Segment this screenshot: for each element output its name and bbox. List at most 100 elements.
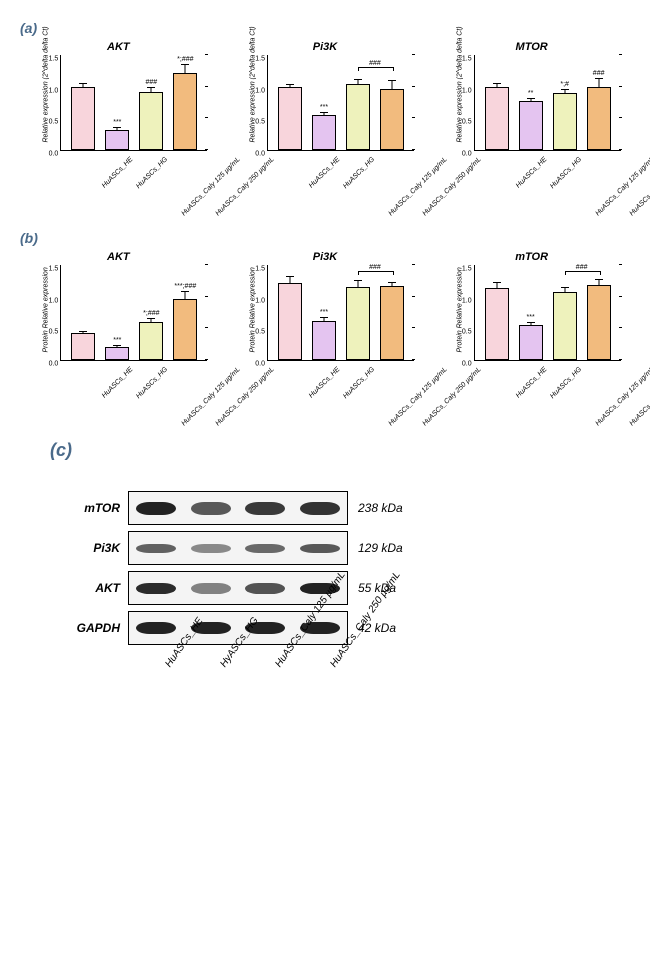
molecular-weight: 129 kDa	[348, 541, 403, 555]
blot-lanes	[128, 491, 348, 525]
chart-title: Pi3K	[313, 41, 337, 53]
bar	[485, 87, 509, 150]
y-axis-label: Protein Relative expression	[43, 272, 50, 352]
band	[300, 502, 340, 515]
significance-label: *;###	[143, 310, 159, 317]
y-tick-label: 0.0	[49, 361, 62, 368]
y-tick-label: 1.0	[462, 297, 475, 304]
x-tick-label: HuASCs_Caly 125 µg/mL	[387, 366, 448, 427]
bar	[519, 325, 543, 360]
significance-label: ###	[369, 264, 381, 271]
x-tick-label: HuASCs_HG	[549, 156, 583, 190]
x-tick-label: HuASCs_HE	[101, 156, 135, 190]
blot-row: mTOR 238 kDa	[70, 491, 403, 525]
chart-row: AKT0.00.51.01.5Protein Relative expressi…	[20, 251, 630, 420]
y-tick-label: 0.5	[255, 329, 268, 336]
chart-title: MTOR	[516, 41, 548, 53]
y-tick-label: 0.0	[462, 361, 475, 368]
bar	[346, 287, 370, 360]
y-axis-label: Relative expression (2^delta delta Ct)	[249, 62, 256, 142]
y-tick-label: 1.5	[462, 56, 475, 63]
chart: AKT0.00.51.01.5Protein Relative expressi…	[30, 251, 206, 420]
x-tick-label: HuASCs_Caly 125 µg/mL	[181, 156, 242, 217]
y-axis-label: Protein Relative expression	[456, 272, 463, 352]
y-tick-label: 0.5	[462, 329, 475, 336]
bar	[587, 285, 611, 360]
significance-label: *;###	[177, 56, 193, 63]
bar	[485, 288, 509, 360]
protein-name: Pi3K	[70, 541, 128, 555]
x-tick-label: HuASCs_HE	[308, 366, 342, 400]
band	[191, 544, 231, 553]
significance-label: ***;###	[174, 283, 196, 290]
chart: AKT0.00.51.01.5Relative expression (2^de…	[30, 41, 206, 210]
bar	[139, 92, 163, 150]
panel-label: (b)	[20, 230, 630, 246]
blot-lanes	[128, 531, 348, 565]
x-tick-label: HuASCs_HE	[514, 366, 548, 400]
band	[136, 583, 176, 594]
significance-label: ***	[320, 309, 328, 316]
x-tick-label: HuASCs_HE	[514, 156, 548, 190]
bar	[380, 286, 404, 360]
y-axis-label: Protein Relative expression	[249, 272, 256, 352]
blot-x-labels: HuASCs_HEHyASCs_HGHuASCs_Caly 125 µg/mLH…	[128, 655, 348, 666]
significance-label: ###	[145, 79, 157, 86]
bar	[278, 87, 302, 150]
protein-name: GAPDH	[70, 621, 128, 635]
band	[245, 544, 285, 553]
bar	[105, 130, 129, 150]
significance-label: *;#	[560, 81, 569, 88]
x-tick-label: HuASCs_HE	[101, 366, 135, 400]
bar	[173, 73, 197, 150]
x-tick-label: HuASCs_HG	[135, 366, 169, 400]
bar	[105, 347, 129, 360]
significance-label: ***	[320, 104, 328, 111]
band	[191, 583, 231, 594]
significance-label: **	[528, 90, 533, 97]
chart: MTOR0.00.51.01.5Relative expression (2^d…	[444, 41, 620, 210]
x-tick-label: HuASCs_HG	[135, 156, 169, 190]
band	[245, 502, 285, 515]
y-tick-label: 0.5	[49, 329, 62, 336]
lane-label: HyASCs_HG	[218, 655, 233, 670]
y-tick-label: 0.5	[462, 119, 475, 126]
chart: mTOR0.00.51.01.5Protein Relative express…	[444, 251, 620, 420]
bar	[312, 115, 336, 150]
band	[245, 583, 285, 594]
bar	[71, 333, 95, 360]
molecular-weight: 238 kDa	[348, 501, 403, 515]
chart-title: AKT	[107, 41, 130, 53]
y-tick-label: 0.5	[255, 119, 268, 126]
band	[136, 502, 176, 515]
y-tick-label: 1.0	[462, 87, 475, 94]
significance-label: ###	[576, 264, 588, 271]
x-tick-label: HuASCs_HE	[308, 156, 342, 190]
chart-title: Pi3K	[313, 251, 337, 263]
band	[136, 544, 176, 553]
protein-name: AKT	[70, 581, 128, 595]
y-tick-label: 0.0	[49, 151, 62, 158]
chart: Pi3K 0.0 0.5 1.0 1.5Protein Relative express…	[237, 251, 413, 420]
significance-label: ***	[113, 337, 121, 344]
y-tick-label: 1.5	[255, 266, 268, 273]
lane-label: HuASCs_Caly 250 µg/mL	[328, 655, 343, 670]
chart-title: AKT	[107, 251, 130, 263]
protein-name: mTOR	[70, 501, 128, 515]
panel-label: (a)	[20, 20, 630, 36]
y-tick-label: 1.0	[255, 297, 268, 304]
y-tick-label: 1.5	[462, 266, 475, 273]
bar	[346, 84, 370, 151]
band	[300, 544, 340, 553]
y-tick-label: 1.0	[49, 87, 62, 94]
bar	[312, 321, 336, 360]
y-tick-label: 1.0	[255, 87, 268, 94]
bar	[71, 87, 95, 150]
y-tick-label: 0.0	[255, 361, 268, 368]
chart-row: AKT 0.0 0.5 1.0 1.5 Relative expression (2^de…	[20, 41, 630, 210]
lane-label: HuASCs_HE	[163, 655, 178, 670]
y-tick-label: 1.0	[49, 297, 62, 304]
bar	[173, 299, 197, 360]
bar	[553, 93, 577, 150]
bar	[519, 101, 543, 150]
